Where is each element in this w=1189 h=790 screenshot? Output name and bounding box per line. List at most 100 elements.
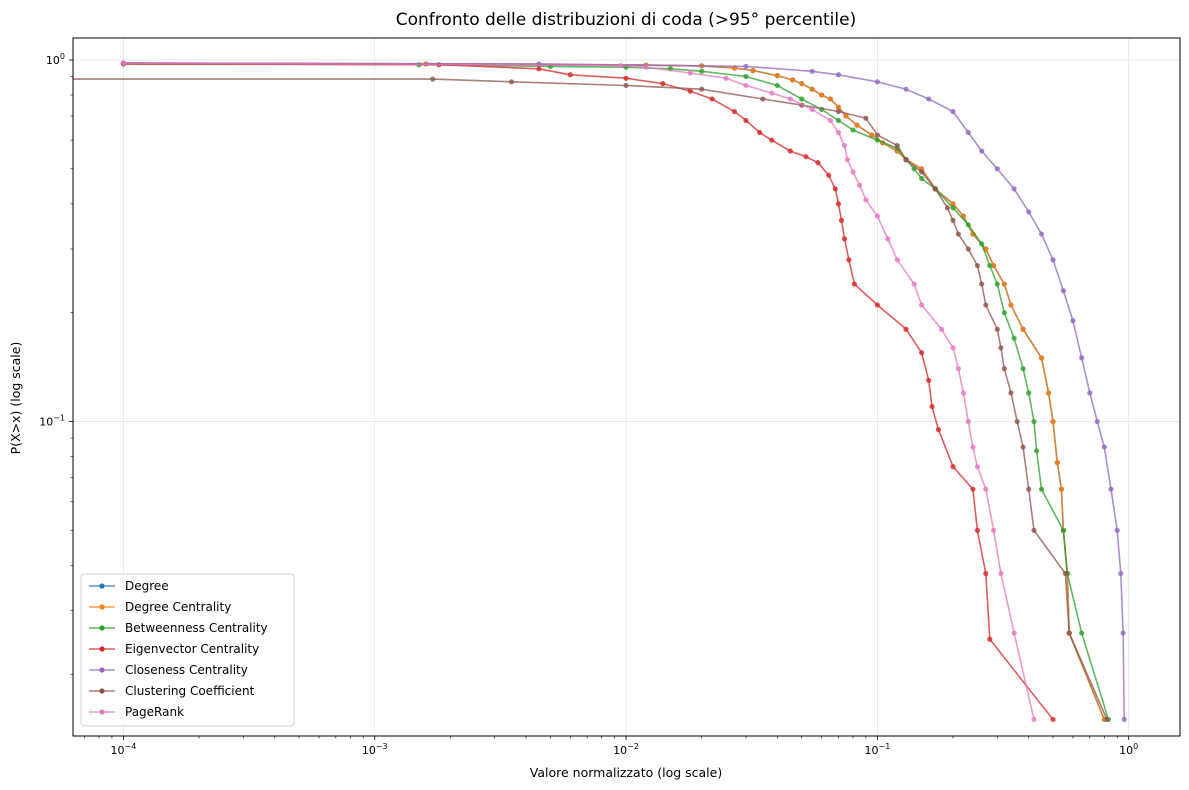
data-point — [960, 390, 967, 396]
data-point — [1038, 486, 1045, 492]
legend-swatch-marker — [99, 625, 105, 631]
data-point — [903, 326, 909, 332]
data-point — [827, 96, 833, 102]
data-point — [1079, 630, 1085, 636]
data-point — [1001, 310, 1007, 316]
data-point — [1045, 390, 1052, 396]
data-point — [643, 64, 649, 70]
x-tick-label: 10−4 — [111, 742, 137, 757]
legend-label-betweenness-centrality: Betweenness Centrality — [125, 621, 268, 635]
data-point — [874, 213, 880, 219]
data-point — [508, 79, 515, 85]
y-tick-label: 10−1 — [39, 414, 65, 429]
data-point — [926, 377, 932, 383]
data-point — [950, 217, 956, 223]
x-tick-label: 100 — [1119, 742, 1138, 757]
data-point — [850, 169, 856, 175]
data-point — [979, 148, 985, 154]
data-point — [850, 127, 856, 133]
data-point — [990, 262, 997, 269]
data-point — [974, 464, 980, 470]
data-point — [769, 137, 775, 143]
data-point — [617, 62, 624, 69]
x-axis: 10−4 10−3 10−2 10−1 100 — [84, 736, 1138, 757]
data-point — [1020, 366, 1026, 372]
data-point — [799, 96, 805, 102]
legend-label-degree: Degree — [125, 579, 169, 593]
data-point — [769, 90, 775, 96]
data-point — [1101, 444, 1107, 450]
data-point — [787, 148, 793, 154]
data-point — [965, 418, 971, 425]
legend-label-closeness-centrality: Closeness Centrality — [125, 663, 248, 677]
data-point — [894, 257, 900, 263]
data-point — [835, 129, 842, 136]
data-point — [874, 132, 880, 138]
data-point — [894, 142, 900, 149]
data-point — [1020, 444, 1026, 450]
data-point — [846, 257, 852, 263]
data-point — [760, 96, 766, 102]
legend-swatch-marker — [99, 604, 105, 610]
data-point — [1011, 186, 1017, 192]
data-point — [1026, 486, 1032, 492]
data-point — [863, 115, 869, 121]
data-point — [885, 236, 891, 242]
data-point — [623, 82, 629, 89]
data-point — [835, 108, 842, 115]
data-point — [854, 122, 860, 128]
data-point — [1079, 355, 1085, 361]
data-point — [1062, 570, 1069, 577]
legend-swatch-marker — [99, 709, 105, 715]
data-point — [1050, 716, 1056, 723]
data-point — [835, 72, 842, 78]
data-point — [935, 426, 942, 433]
data-point — [743, 117, 749, 124]
data-point — [1014, 418, 1020, 425]
data-point — [120, 60, 127, 66]
data-point — [1121, 716, 1127, 723]
data-point — [998, 570, 1004, 577]
data-point — [536, 66, 542, 72]
data-point — [1011, 335, 1017, 341]
data-point — [994, 166, 1000, 172]
data-point — [911, 281, 917, 287]
data-point — [835, 104, 842, 110]
data-point — [955, 231, 961, 237]
data-point — [1114, 527, 1120, 533]
data-point — [857, 182, 863, 188]
data-point — [994, 281, 1000, 287]
data-point — [750, 67, 756, 74]
data-point — [1031, 716, 1037, 723]
data-point — [815, 160, 821, 166]
data-point — [929, 403, 935, 410]
data-point — [687, 88, 693, 94]
data-point — [983, 486, 989, 492]
data-point — [874, 79, 880, 85]
data-point — [567, 72, 573, 78]
data-point — [699, 86, 705, 92]
data-point — [926, 96, 932, 102]
data-point — [832, 186, 838, 192]
data-point — [1118, 570, 1124, 577]
plot-area — [45, 60, 1127, 723]
legend-label-degree-centrality: Degree Centrality — [125, 600, 231, 614]
legend-swatch-marker — [99, 646, 105, 652]
data-point — [1001, 281, 1007, 287]
data-point — [1011, 630, 1017, 636]
data-point — [874, 302, 880, 308]
data-point — [809, 106, 815, 112]
data-point — [1058, 486, 1065, 492]
data-point — [790, 77, 796, 83]
x-tick-label: 10−2 — [613, 742, 639, 757]
data-point — [826, 172, 832, 178]
y-axis: 10−1 100 — [39, 52, 73, 675]
x-tick-label: 10−3 — [362, 742, 388, 757]
data-point — [45, 77, 50, 82]
series-pagerank — [120, 60, 1037, 723]
data-point — [1038, 231, 1045, 237]
data-point — [1038, 355, 1045, 361]
data-point — [1104, 716, 1110, 723]
data-point — [970, 486, 976, 492]
